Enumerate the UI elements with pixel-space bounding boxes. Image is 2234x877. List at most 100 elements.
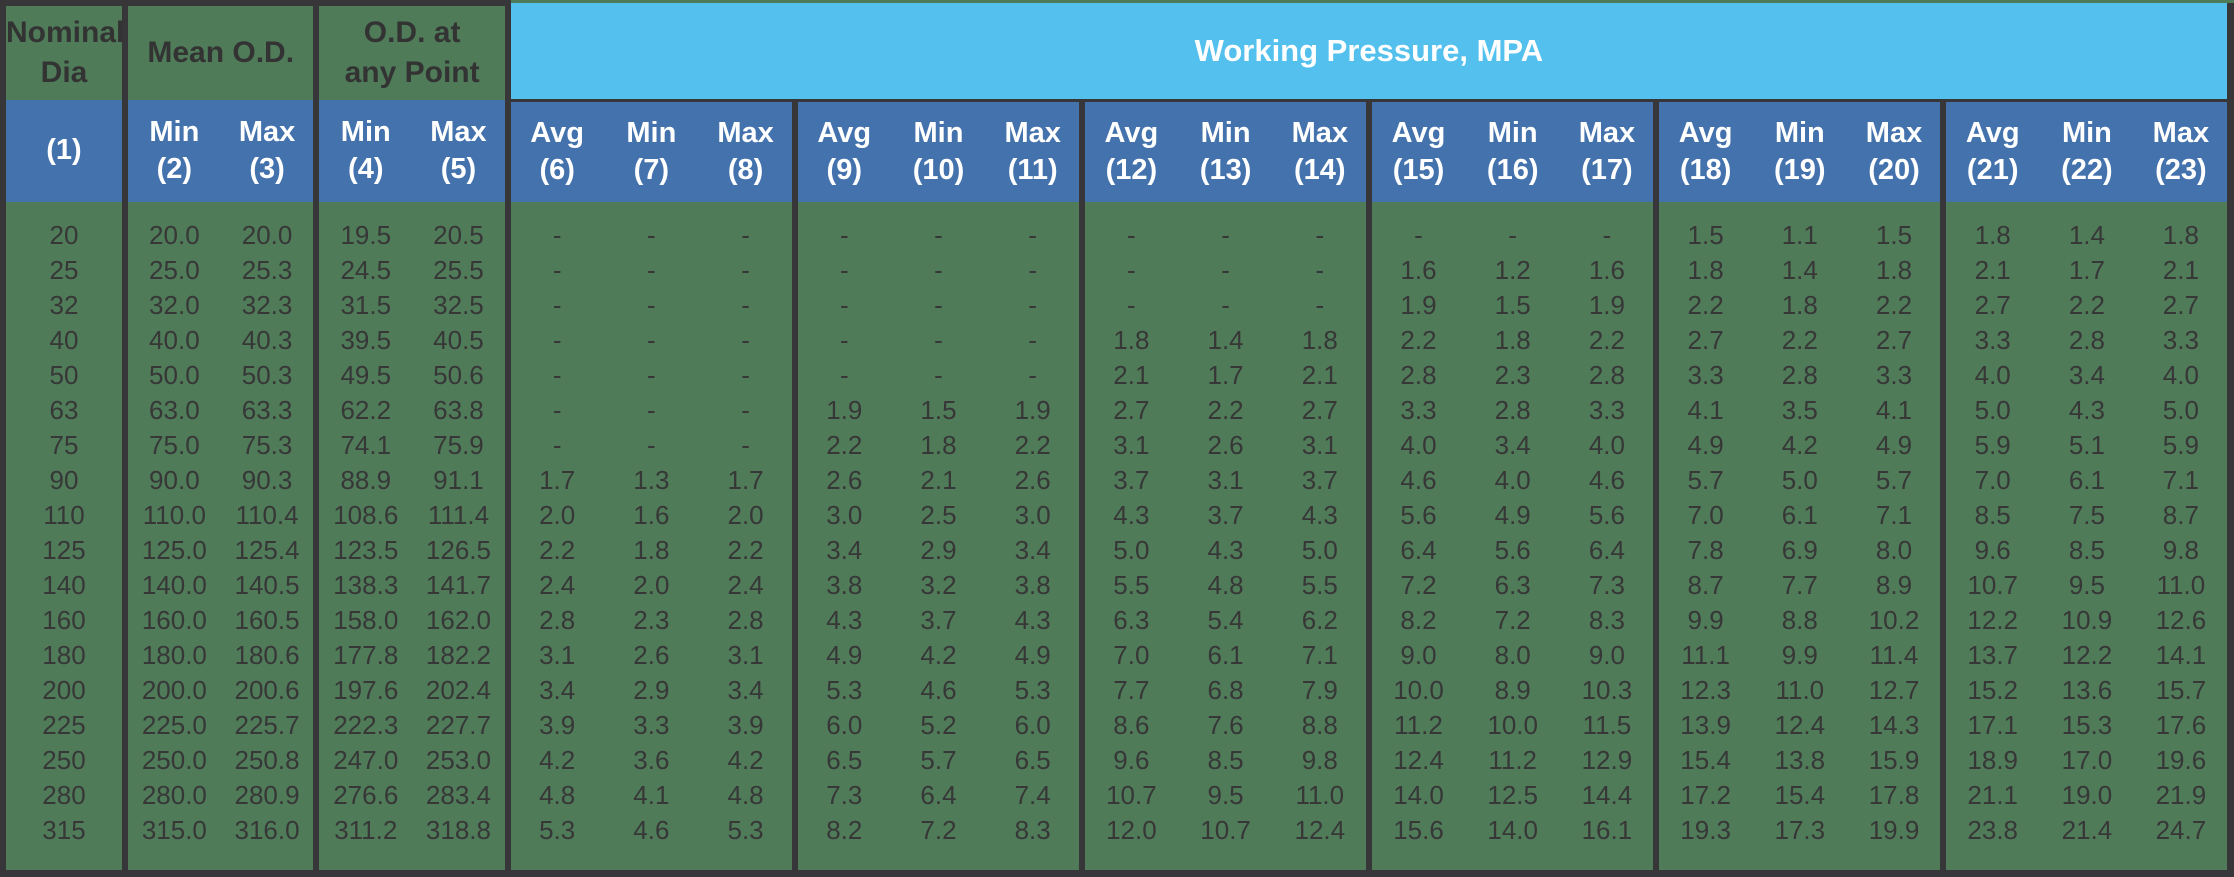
table-row: 125 125.0 125.4 123.5 126.5 2.2 1.8 2.2 3.4 2.9 3.… [3,532,2231,568]
table-cell: - [1028,359,1038,390]
table-cell: 62.2 [313,392,413,428]
table-cell: - [741,289,750,320]
table-cell: 74.1 [313,427,413,463]
table-cell: - [741,394,750,425]
header-od-any-point: O.D. at any Point [313,0,508,100]
table-cell: 7.1 [1301,639,1338,670]
spacer-cell [1752,202,1848,218]
table-cell: - [791,217,891,253]
spacer-cell [3,202,125,218]
table-cell: - [647,254,656,285]
spacer-cell [891,202,987,218]
subheader-col-17: Max (17) [1560,100,1657,202]
table-cell: 8.5 [1207,744,1244,775]
table-cell: 19.6 [2155,744,2207,775]
table-cell: 8.5 [1940,497,2040,533]
spacer-cell [891,848,987,874]
table-cell: - [1221,254,1230,285]
spacer-cell [1653,201,1752,218]
table-cell: 6.3 [1494,569,1531,600]
header-group-row: Nominal Dia Mean O.D. O.D. at any Point … [3,0,2231,102]
table-cell: 21.9 [2155,779,2207,810]
table-cell: 2.8 [1366,357,1465,393]
table-cell: 8.0 [1494,639,1531,670]
table-row: 180 180.0 180.6 177.8 182.2 3.1 2.6 3.1 4.9 4.2 4.… [3,637,2231,673]
table-cell: 197.6 [313,672,413,708]
subheader-stat-label: Max [2152,116,2210,149]
subheader-stat-label: Max [717,116,774,149]
table-cell: 9.6 [1940,532,2040,568]
table-cell: 4.2 [920,639,957,670]
subheader-stat-label: Avg [1391,116,1446,149]
table-cell: 1.7 [504,462,604,498]
spacer-cell [791,847,891,874]
spacer-cell [1273,202,1369,218]
spacer-cell [412,202,508,218]
table-cell: 13.9 [1653,707,1752,743]
subheader-stat-label: Max [1004,116,1061,149]
table-cell: 11.0 [1295,779,1345,810]
table-cell: 180.6 [234,639,300,670]
table-cell: 6.1 [1207,639,1244,670]
table-cell: - [741,254,750,285]
table-cell: 24.7 [2155,814,2207,845]
table-cell: 140.0 [122,567,221,603]
spacer-cell [1366,847,1465,874]
subheader-stat-label: Avg [530,116,585,149]
table-cell: 253.0 [425,744,491,775]
table-cell: 1.3 [633,464,670,495]
table-cell: 283.4 [425,779,491,810]
table-cell: - [1079,217,1178,253]
table-cell: 3.7 [920,604,957,635]
table-cell: 4.0 [1588,429,1625,460]
spacer-cell [1653,847,1752,874]
table-cell: - [791,252,891,288]
table-cell: 12.4 [1774,709,1826,740]
table-cell: 15.3 [2061,709,2113,740]
table-cell: 2.1 [2162,254,2199,285]
table-cell: 20 [49,219,79,250]
table-cell: - [934,324,943,355]
table-cell: 7.7 [1781,569,1818,600]
subheader-col-6: Avg (6) [504,100,604,202]
table-cell: 4.3 [1014,604,1051,635]
table-cell: 1.8 [1781,289,1818,320]
table-cell: 280.0 [122,777,221,813]
table-cell: 3.4 [1014,534,1051,565]
table-cell: 3.3 [1588,394,1625,425]
table-cell: 3.4 [504,672,604,708]
table-cell: 2.2 [727,534,764,565]
table-cell: 9.0 [1588,639,1625,670]
table-cell: 4.1 [1653,392,1752,428]
table-cell: 8.9 [1494,674,1531,705]
table-cell: 316.0 [234,814,300,845]
subheader-stat-label: Min [1774,116,1825,149]
table-row: 110 110.0 110.4 108.6 111.4 2.0 1.6 2.0 3.0 2.5 3.… [3,497,2231,533]
table-cell: - [791,357,891,393]
subheader-stat-label: Min [1487,116,1538,149]
spacer-cell [699,848,795,874]
table-cell: 3.7 [1079,462,1178,498]
table-cell: 1.7 [1207,359,1244,390]
table-cell: 4.2 [727,744,764,775]
table-cell: 200 [42,674,86,705]
table-cell: 4.8 [727,779,764,810]
table-cell: - [934,219,943,250]
subheader-col-number: (7) [633,153,670,186]
subheader-col-20: Max (20) [1847,100,1944,202]
subheader-stat-label: Min [1200,116,1251,149]
table-cell: 1.8 [1301,324,1338,355]
table-cell: 7.4 [1014,779,1051,810]
table-cell: 280 [42,779,86,810]
table-cell: 2.8 [2068,324,2105,355]
table-cell: 12.5 [1487,779,1538,810]
table-cell: 10.0 [1487,709,1538,740]
table-cell: 1.9 [1588,289,1625,320]
table-cell: 177.8 [313,637,413,673]
table-cell: 39.5 [313,322,413,358]
subheader-col-number: (23) [2155,153,2207,186]
table-cell: 9.9 [1653,602,1752,638]
table-cell: 318.8 [425,814,491,845]
spacer-cell [1465,848,1561,874]
table-cell: 3.3 [2162,324,2199,355]
